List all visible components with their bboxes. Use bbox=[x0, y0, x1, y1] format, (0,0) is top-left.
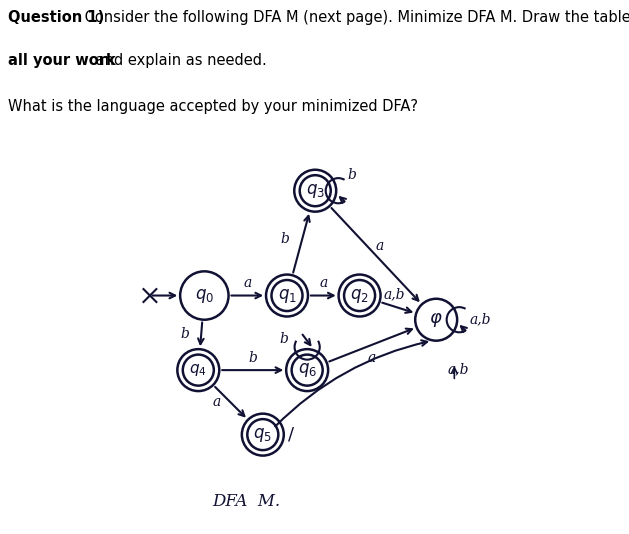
Text: What is the language accepted by your minimized DFA?: What is the language accepted by your mi… bbox=[8, 98, 418, 114]
Text: DFA  M.: DFA M. bbox=[213, 493, 281, 509]
Text: a: a bbox=[243, 276, 252, 289]
Text: $q_1$: $q_1$ bbox=[277, 287, 296, 304]
Text: b: b bbox=[281, 232, 289, 246]
Text: a: a bbox=[319, 276, 328, 289]
Text: /: / bbox=[288, 426, 294, 444]
Text: and explain as needed.: and explain as needed. bbox=[91, 53, 266, 68]
Text: $\varphi$: $\varphi$ bbox=[430, 311, 443, 329]
Text: Consider the following DFA M (next page). Minimize DFA M. Draw the table​show: Consider the following DFA M (next page)… bbox=[80, 10, 629, 25]
Text: $q_0$: $q_0$ bbox=[195, 287, 214, 304]
Text: b: b bbox=[248, 351, 257, 365]
Text: $q_6$: $q_6$ bbox=[298, 361, 317, 379]
Text: all your work: all your work bbox=[8, 53, 115, 68]
Text: $q_4$: $q_4$ bbox=[189, 362, 207, 378]
Text: b: b bbox=[181, 327, 189, 341]
Text: b: b bbox=[347, 168, 356, 182]
Text: $q_5$: $q_5$ bbox=[253, 426, 272, 444]
Text: $q_2$: $q_2$ bbox=[350, 287, 369, 304]
Text: b: b bbox=[280, 332, 289, 345]
Text: a: a bbox=[213, 395, 221, 410]
Text: Question 1): Question 1) bbox=[8, 10, 104, 25]
Text: a: a bbox=[367, 351, 376, 365]
Text: a,b: a,b bbox=[470, 313, 491, 327]
Text: a: a bbox=[376, 239, 384, 253]
Text: $q_3$: $q_3$ bbox=[306, 182, 325, 200]
Text: a,b: a,b bbox=[383, 288, 404, 302]
Text: a,b: a,b bbox=[448, 362, 469, 376]
